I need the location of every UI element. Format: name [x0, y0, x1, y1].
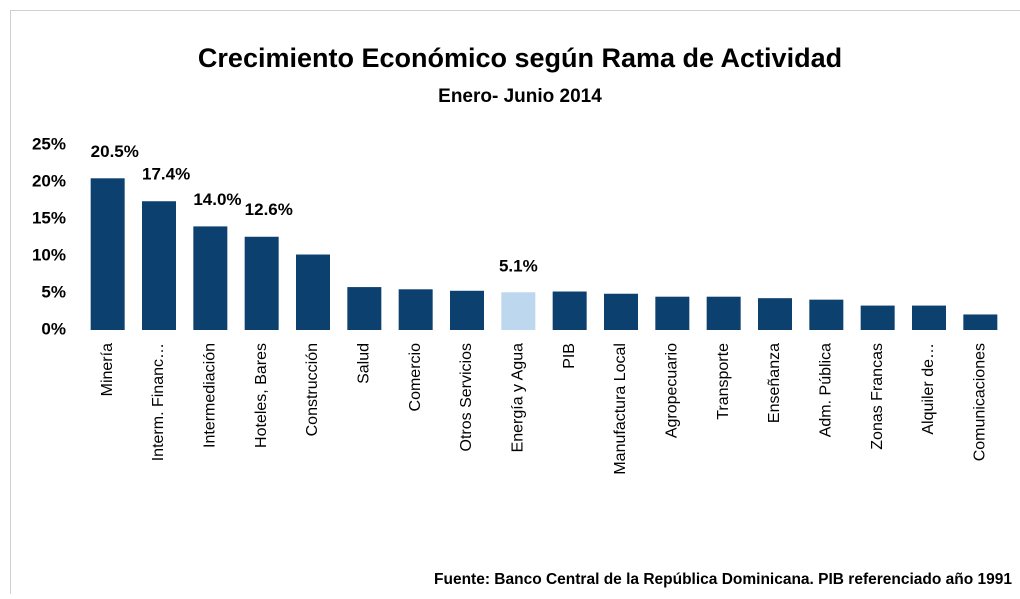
bar	[450, 291, 484, 330]
data-label: 5.1%	[499, 257, 538, 276]
bar	[809, 300, 843, 330]
bar	[142, 201, 176, 330]
x-tick-label: Construcción	[304, 343, 321, 436]
y-tick-label: 25%	[32, 134, 66, 153]
x-tick-label: PIB	[561, 343, 578, 369]
x-tick-label: Enseñanza	[766, 343, 783, 423]
y-tick-label: 20%	[32, 171, 66, 190]
y-tick-label: 15%	[32, 208, 66, 227]
x-tick-label: Agropecuario	[664, 343, 681, 438]
x-tick-label: Adm. Pública	[818, 343, 835, 437]
bar	[604, 294, 638, 330]
bar	[193, 226, 227, 330]
x-tick-label: Alquiler de…	[920, 343, 937, 435]
y-tick-label: 5%	[41, 282, 66, 301]
data-label: 14.0%	[193, 190, 241, 209]
chart-subtitle: Enero- Junio 2014	[438, 86, 602, 107]
chart-title: Crecimiento Económico según Rama de Acti…	[198, 43, 842, 73]
y-tick-label: 0%	[41, 319, 66, 338]
x-tick-label: Salud	[356, 343, 373, 384]
bar	[347, 287, 381, 330]
x-tick-label: Otros Servicios	[458, 343, 475, 451]
bar	[91, 178, 125, 330]
x-tick-label: Energía y Agua	[510, 343, 527, 453]
x-tick-label: Transporte	[715, 343, 732, 420]
bar	[707, 297, 741, 330]
source-note: Fuente: Banco Central de la República Do…	[434, 571, 1012, 588]
x-tick-label: Hoteles, Bares	[253, 343, 270, 448]
bar	[553, 292, 587, 330]
data-label: 17.4%	[142, 165, 190, 184]
data-label: 12.6%	[245, 200, 293, 219]
x-tick-label: Interm. Financ…	[150, 343, 167, 461]
bar	[861, 306, 895, 330]
bar	[758, 298, 792, 330]
bar	[655, 297, 689, 330]
x-tick-label: Comercio	[407, 343, 424, 412]
bar	[963, 314, 997, 330]
bar	[912, 306, 946, 330]
bar	[296, 255, 330, 330]
x-tick-label: Comunicaciones	[972, 343, 989, 461]
data-label: 20.5%	[91, 142, 139, 161]
y-tick-label: 10%	[32, 245, 66, 264]
x-tick-label: Intermediación	[202, 343, 219, 448]
x-tick-label: Manufactura Local	[612, 343, 629, 475]
bar	[245, 237, 279, 330]
x-tick-label: Zonas Francas	[869, 343, 886, 450]
bar	[501, 292, 535, 330]
bar	[399, 289, 433, 330]
x-tick-label: Minería	[99, 343, 116, 396]
